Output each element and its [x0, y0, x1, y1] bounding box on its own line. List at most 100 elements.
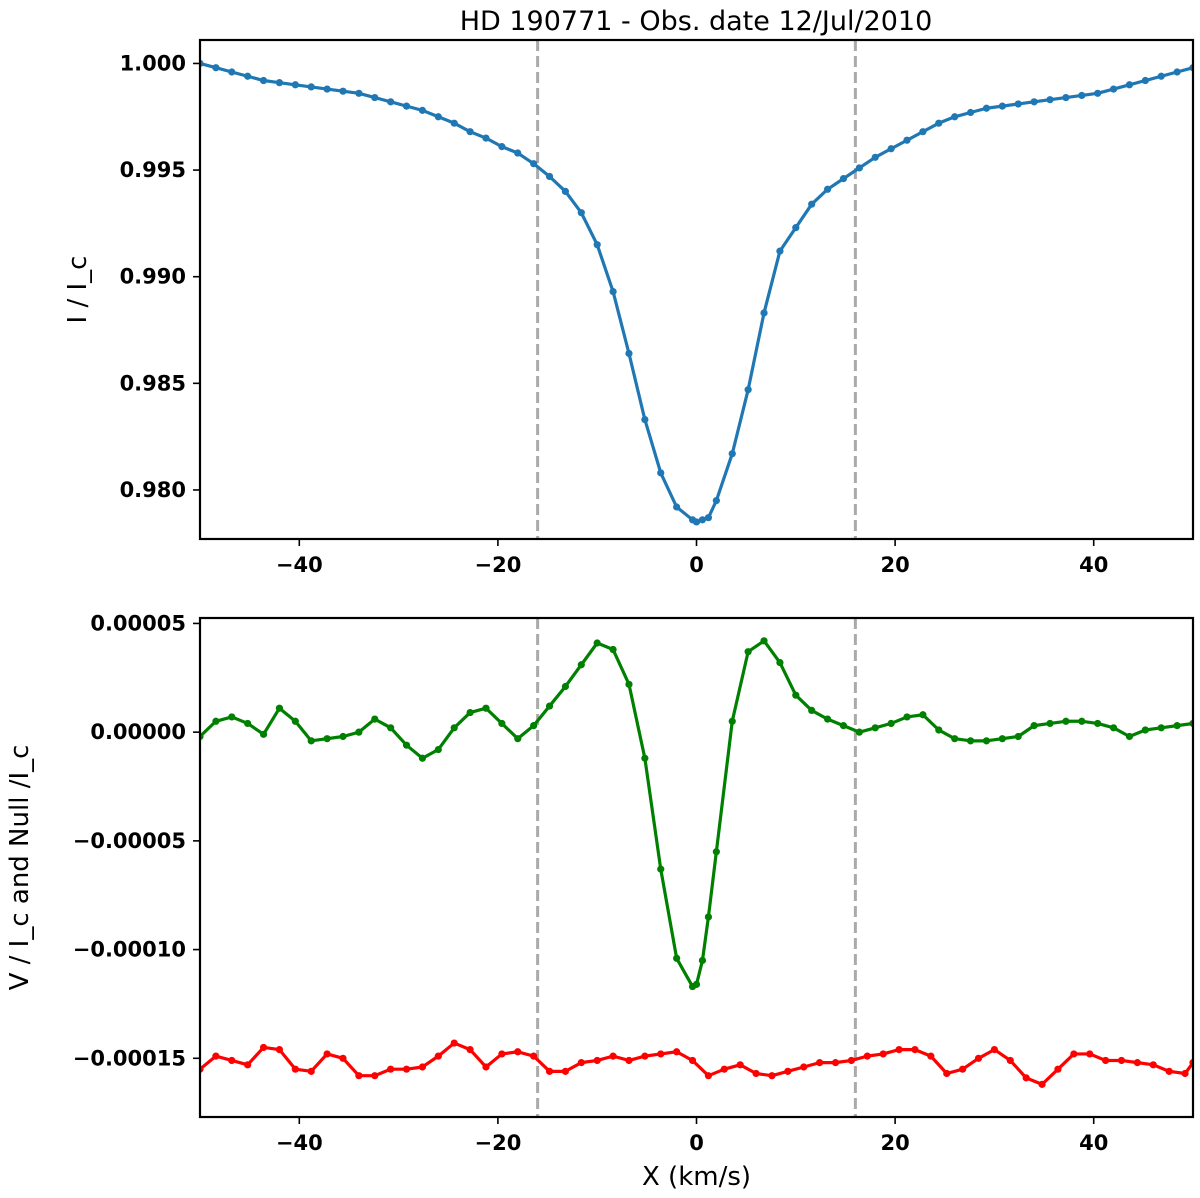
top-series-1-point — [1014, 100, 1022, 108]
bottom-series-1-point — [792, 691, 800, 699]
bottom-series-2-point — [1165, 1067, 1173, 1075]
bottom-series-1-point — [839, 722, 848, 730]
bottom-series-2-point — [466, 1046, 474, 1054]
bottom-series-1-point — [545, 702, 554, 710]
top-series-1-point — [951, 113, 959, 121]
top-x-tick-label: 20 — [880, 553, 909, 577]
top-y-tick-label: 0.990 — [120, 265, 186, 289]
top-series-1-point — [1157, 72, 1165, 80]
bottom-series-2-point — [530, 1052, 538, 1060]
bottom-series-1-point — [982, 737, 991, 745]
bottom-series-1-point — [808, 706, 816, 715]
bottom-series-1-point — [871, 724, 879, 732]
bottom-series-2-point — [895, 1046, 903, 1054]
bottom-series-1-point — [212, 717, 220, 725]
bottom-series-1-point — [966, 737, 975, 745]
bottom-series-2-point — [371, 1072, 379, 1080]
bottom-x-tick-label: 40 — [1079, 1131, 1108, 1155]
bottom-series-1-point — [1062, 717, 1070, 725]
bottom-series-1-point — [593, 639, 601, 647]
top-series-1-point — [498, 143, 506, 151]
top-series-1-point — [323, 85, 331, 93]
top-series-1-point — [935, 119, 943, 127]
bottom-series-1-point — [450, 724, 458, 732]
bottom-x-tick-label: 0 — [689, 1131, 704, 1155]
top-series-1-point — [514, 149, 522, 157]
chart-title: HD 190771 - Obs. date 12/Jul/2010 — [460, 6, 933, 37]
top-x-tick-label: −20 — [474, 553, 521, 577]
bottom-series-2-point — [387, 1065, 395, 1073]
bottom-series-2-point — [291, 1065, 299, 1073]
top-series-1-point — [530, 160, 538, 168]
top-series-1-point — [1030, 98, 1038, 106]
bottom-series-2-point — [514, 1048, 522, 1056]
bottom-series-2-point — [244, 1061, 252, 1069]
top-series-1-point — [212, 64, 220, 72]
top-series-1-point — [402, 102, 411, 110]
bottom-series-2-point — [625, 1056, 633, 1065]
bottom-series-1-point — [951, 735, 959, 743]
bottom-series-2-point — [1022, 1074, 1030, 1082]
bottom-series-1-point — [530, 722, 538, 730]
bottom-series-2-point — [1054, 1065, 1062, 1073]
top-y-tick-label: 1.000 — [120, 51, 186, 75]
top-series-1-point — [1094, 89, 1102, 97]
bottom-series-2-point — [927, 1052, 935, 1060]
bottom-series-2-point — [259, 1043, 268, 1052]
bottom-y-tick-label: 0.00000 — [90, 720, 186, 744]
bottom-series-1-point — [744, 648, 752, 656]
bottom-series-1-point — [228, 713, 236, 721]
bottom-series-2-point — [1133, 1059, 1141, 1067]
top-series-1-point — [808, 200, 816, 208]
top-x-tick-label: −40 — [276, 553, 323, 577]
top-series-1-point — [760, 309, 768, 317]
top-series-1-point — [641, 415, 649, 424]
top-series-1-point — [355, 89, 363, 97]
bottom-series-2-point — [1181, 1069, 1189, 1078]
bottom-series-1-point — [887, 719, 895, 728]
bottom-series-2-point — [307, 1067, 315, 1075]
top-series-1-point — [712, 497, 720, 505]
bottom-series-1-point — [323, 735, 331, 743]
top-series-1-point — [657, 469, 665, 477]
top-series-1-point — [577, 209, 585, 217]
bottom-series-1-point — [657, 865, 665, 873]
top-series-1-point — [259, 76, 268, 85]
bottom-series-2-point — [561, 1067, 570, 1075]
bottom-y-tick-label: −0.00015 — [73, 1046, 186, 1070]
bottom-series-1-point — [1094, 719, 1102, 728]
bottom-series-1-point — [903, 713, 911, 721]
bottom-series-2-point — [943, 1069, 951, 1078]
top-series-1-point — [919, 128, 927, 136]
bottom-series-2-point — [545, 1067, 554, 1075]
top-series-1-point — [291, 81, 299, 89]
top-series-1-point — [609, 288, 617, 296]
bottom-series-1-point — [307, 737, 315, 745]
top-series-1-point — [339, 87, 347, 95]
bottom-series-1-point — [466, 708, 474, 717]
bottom-series-1-point — [704, 913, 713, 921]
bottom-series-1-point — [498, 719, 506, 728]
bottom-series-2-point — [355, 1072, 363, 1080]
bottom-series-1-point — [434, 745, 442, 754]
top-series-1-point — [966, 108, 975, 117]
bottom-series-1-point — [371, 715, 379, 723]
bottom-y-tick-label: −0.00005 — [73, 829, 186, 853]
top-series-1-point — [998, 102, 1006, 110]
bottom-series-2-point — [434, 1052, 442, 1060]
bottom-series-1-point — [1173, 722, 1181, 730]
bottom-series-2-point — [1070, 1050, 1078, 1058]
top-series-1-point — [839, 175, 848, 183]
bottom-axes-frame — [198, 616, 1195, 1119]
top-series-1-point — [1078, 91, 1086, 100]
top-series-1-point — [982, 104, 991, 112]
bottom-series-2-point — [402, 1065, 411, 1073]
top-series-1-point — [434, 113, 442, 121]
bottom-series-1-point — [673, 954, 681, 962]
top-series-1-point — [545, 172, 554, 181]
bottom-series-2-point — [275, 1046, 284, 1054]
bottom-series-group — [200, 637, 1193, 1088]
top-y-axis-label: I / I_c — [63, 256, 93, 324]
bottom-series-2-point — [990, 1046, 999, 1054]
bottom-series-1-point — [919, 711, 927, 719]
